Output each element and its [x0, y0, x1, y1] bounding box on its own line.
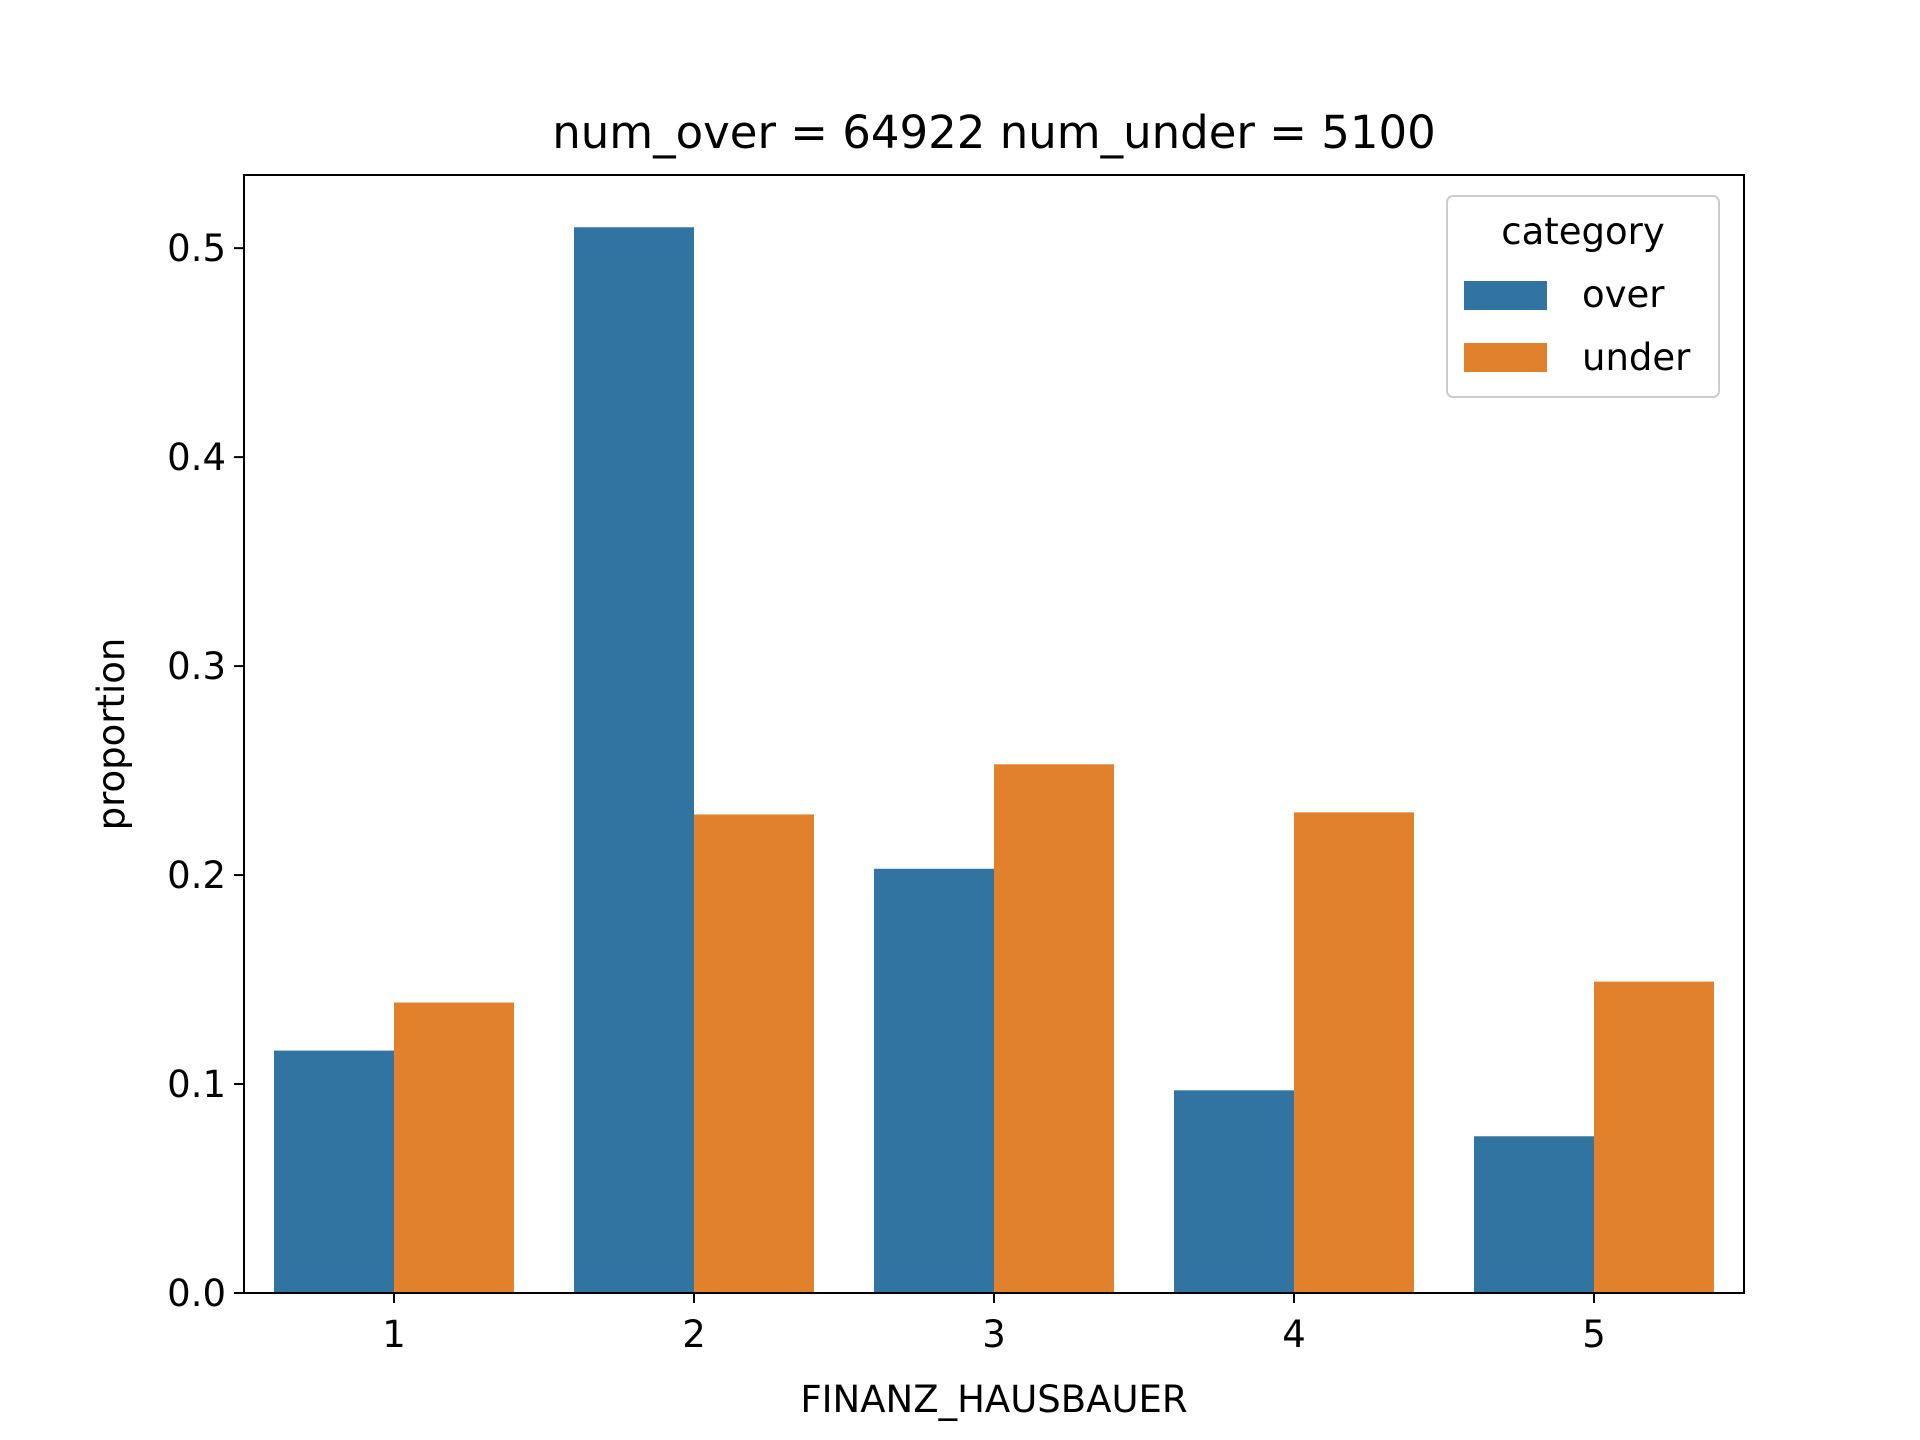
bar-over-3: [874, 868, 994, 1293]
bar-under-1: [394, 1002, 514, 1293]
x-axis-label: FINANZ_HAUSBAUER: [800, 1378, 1187, 1421]
bar-over-4: [1174, 1090, 1294, 1293]
y-tick-label: 0.1: [167, 1063, 226, 1106]
bars-layer: [274, 227, 1714, 1293]
chart-title: num_over = 64922 num_under = 5100: [552, 106, 1436, 159]
bar-over-1: [274, 1050, 394, 1293]
bar-under-5: [1594, 981, 1714, 1293]
legend-label-over: over: [1582, 273, 1665, 316]
bar-over-5: [1474, 1136, 1594, 1293]
x-axis: 1 2 3 4 5: [382, 1293, 1606, 1356]
bar-under-2: [694, 814, 814, 1293]
x-tick-label: 4: [1282, 1313, 1306, 1356]
x-tick-label: 5: [1582, 1313, 1606, 1356]
y-tick-label: 0.4: [167, 436, 226, 479]
y-tick-label: 0.5: [167, 227, 226, 270]
legend-label-under: under: [1582, 336, 1691, 379]
x-tick-label: 2: [682, 1313, 706, 1356]
legend-title: category: [1501, 210, 1665, 253]
legend-swatch-under: [1464, 343, 1547, 372]
y-tick-label: 0.0: [167, 1272, 226, 1315]
bar-over-2: [574, 227, 694, 1293]
y-axis: 0.0 0.1 0.2 0.3 0.4 0.5: [167, 227, 244, 1315]
y-tick-label: 0.3: [167, 645, 226, 688]
bar-under-4: [1294, 812, 1414, 1293]
bar-under-3: [994, 764, 1114, 1293]
x-tick-label: 1: [382, 1313, 406, 1356]
x-tick-label: 3: [982, 1313, 1006, 1356]
y-axis-label: proportion: [90, 638, 133, 831]
legend: category over under: [1446, 195, 1720, 398]
legend-swatch-over: [1464, 281, 1547, 310]
y-tick-label: 0.2: [167, 854, 226, 897]
